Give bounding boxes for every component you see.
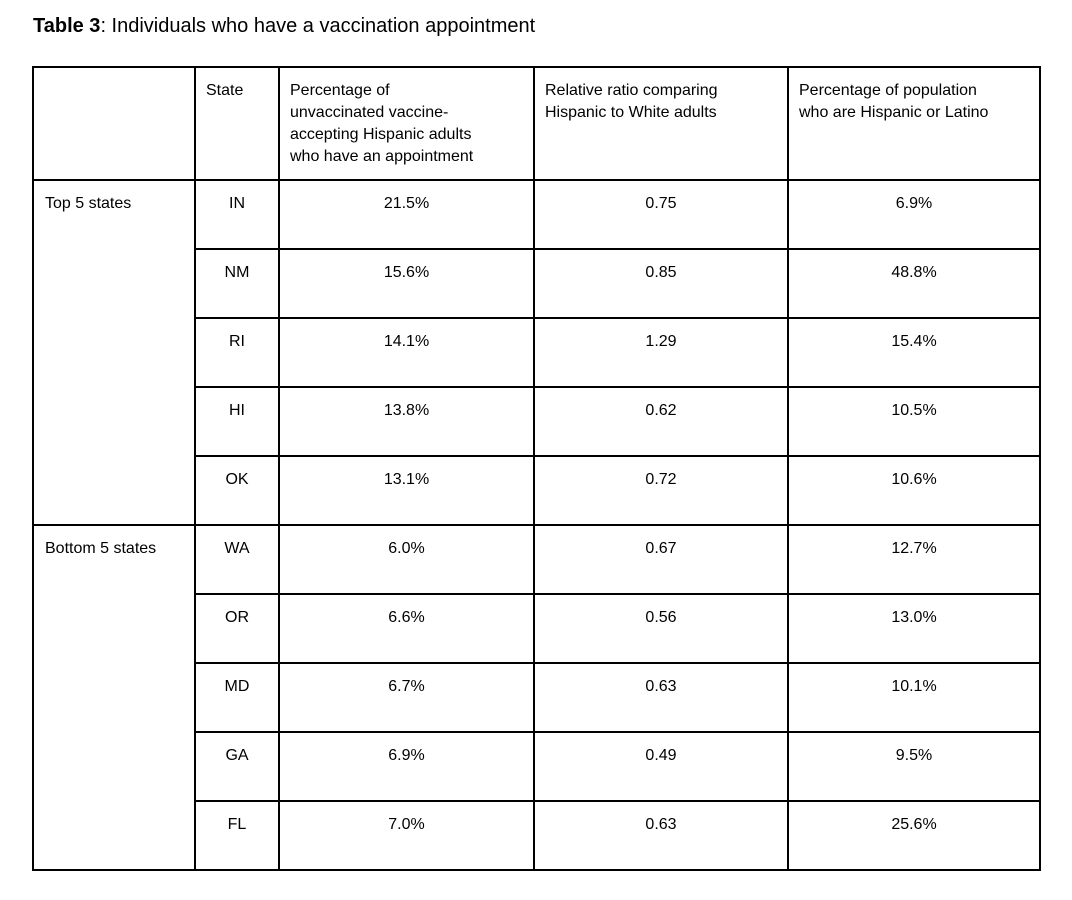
table-row: MD 6.7% 0.63 10.1% [33, 662, 1041, 733]
cell-state: IN [194, 179, 280, 250]
cell-pct-population: 10.5% [787, 386, 1041, 457]
cell-pct-appointment: 13.1% [278, 455, 535, 526]
table-row: HI 13.8% 0.62 10.5% [33, 386, 1041, 457]
cell-relative-ratio: 0.62 [533, 386, 789, 457]
header-pct-population: Percentage of population who are Hispani… [787, 66, 1041, 181]
cell-pct-population: 15.4% [787, 317, 1041, 388]
header-state: State [194, 66, 280, 181]
table-caption-label: Table 3 [33, 15, 101, 37]
group-label-top5: Top 5 states [32, 179, 196, 526]
cell-state: HI [194, 386, 280, 457]
cell-pct-appointment: 13.8% [278, 386, 535, 457]
cell-pct-population: 12.7% [787, 524, 1041, 595]
cell-state: OK [194, 455, 280, 526]
header-row: State Percentage of unvaccinated vaccine… [32, 66, 1041, 181]
table-row: OK 13.1% 0.72 10.6% [33, 455, 1041, 526]
cell-pct-appointment: 6.7% [278, 662, 535, 733]
cell-pct-population: 10.6% [787, 455, 1041, 526]
cell-state: GA [194, 731, 280, 802]
cell-relative-ratio: 0.63 [533, 662, 789, 733]
table-row: OR 6.6% 0.56 13.0% [33, 593, 1041, 664]
cell-state: NM [194, 248, 280, 319]
header-pct-appointment: Percentage of unvaccinated vaccine- acce… [278, 66, 535, 181]
cell-pct-appointment: 15.6% [278, 248, 535, 319]
cell-pct-population: 25.6% [787, 800, 1041, 871]
cell-pct-population: 6.9% [787, 179, 1041, 250]
table-row: Top 5 states IN 21.5% 0.75 6.9% [32, 179, 1041, 526]
cell-relative-ratio: 0.67 [533, 524, 789, 595]
vaccination-appointment-table: State Percentage of unvaccinated vaccine… [32, 66, 1041, 871]
cell-relative-ratio: 1.29 [533, 317, 789, 388]
header-corner [32, 66, 196, 181]
cell-pct-population: 10.1% [787, 662, 1041, 733]
cell-pct-appointment: 7.0% [278, 800, 535, 871]
cell-pct-population: 48.8% [787, 248, 1041, 319]
cell-relative-ratio: 0.75 [533, 179, 789, 250]
table-row: Bottom 5 states WA 6.0% 0.67 12.7% [32, 524, 1041, 871]
cell-pct-appointment: 6.6% [278, 593, 535, 664]
table-header: State Percentage of unvaccinated vaccine… [32, 66, 1041, 181]
cell-state: FL [194, 800, 280, 871]
cell-state: OR [194, 593, 280, 664]
table-row: GA 6.9% 0.49 9.5% [33, 731, 1041, 802]
cell-pct-appointment: 21.5% [278, 179, 535, 250]
cell-relative-ratio: 0.49 [533, 731, 789, 802]
cell-relative-ratio: 0.63 [533, 800, 789, 871]
cell-pct-appointment: 14.1% [278, 317, 535, 388]
table-row: NM 15.6% 0.85 48.8% [33, 248, 1041, 319]
table-row: FL 7.0% 0.63 25.6% [33, 800, 1041, 871]
cell-relative-ratio: 0.85 [533, 248, 789, 319]
table-caption: Table 3: Individuals who have a vaccinat… [33, 14, 1072, 38]
cell-pct-appointment: 6.9% [278, 731, 535, 802]
table-row: RI 14.1% 1.29 15.4% [33, 317, 1041, 388]
cell-relative-ratio: 0.72 [533, 455, 789, 526]
cell-state: WA [194, 524, 280, 595]
table-body: Top 5 states IN 21.5% 0.75 6.9% NM 15.6%… [32, 179, 1041, 871]
header-relative-ratio: Relative ratio comparing Hispanic to Whi… [533, 66, 789, 181]
table-caption-text: : Individuals who have a vaccination app… [100, 15, 536, 37]
cell-pct-population: 9.5% [787, 731, 1041, 802]
cell-pct-population: 13.0% [787, 593, 1041, 664]
cell-state: RI [194, 317, 280, 388]
cell-state: MD [194, 662, 280, 733]
group-label-bottom5: Bottom 5 states [32, 524, 196, 871]
cell-relative-ratio: 0.56 [533, 593, 789, 664]
cell-pct-appointment: 6.0% [278, 524, 535, 595]
